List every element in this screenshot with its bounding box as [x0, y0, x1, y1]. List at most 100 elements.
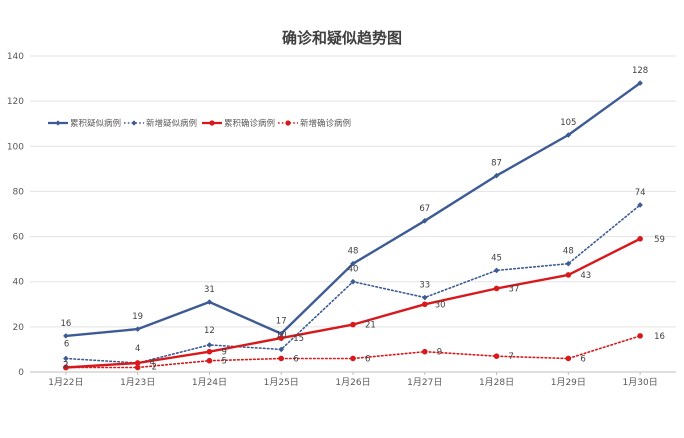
- y-tick-label: 100: [7, 142, 24, 152]
- data-label: 4: [135, 344, 140, 354]
- x-tick-label: 1月24日: [192, 377, 227, 388]
- data-point: [493, 172, 500, 179]
- x-tick-label: 1月26日: [335, 377, 370, 388]
- y-tick-label: 140: [7, 52, 24, 62]
- data-point: [493, 353, 500, 360]
- data-label: 6: [293, 354, 298, 364]
- series-line: [64, 237, 642, 369]
- data-point: [63, 333, 69, 339]
- data-label: 16: [654, 332, 665, 342]
- y-tick-label: 0: [18, 368, 24, 378]
- x-tick-label: 1月27日: [407, 377, 442, 388]
- data-label: 10: [276, 330, 287, 340]
- data-label: 6: [365, 354, 370, 364]
- data-point: [63, 364, 69, 371]
- data-label: 5: [221, 357, 226, 367]
- data-point: [421, 217, 428, 224]
- data-point: [493, 267, 500, 274]
- data-label: 9: [437, 348, 442, 358]
- data-label: 31: [204, 285, 215, 295]
- data-label: 105: [560, 118, 576, 128]
- data-point: [565, 272, 572, 278]
- data-label: 40: [348, 265, 359, 275]
- series-group: [63, 80, 643, 371]
- data-label: 43: [580, 271, 591, 281]
- data-label: 74: [635, 188, 646, 198]
- data-point: [565, 132, 572, 138]
- data-label: 9: [221, 348, 226, 358]
- data-point: [278, 355, 285, 362]
- data-point: [565, 355, 572, 362]
- data-label: 19: [132, 312, 143, 322]
- data-point: [350, 278, 356, 285]
- data-label: 6: [64, 339, 69, 349]
- y-tick-label: 60: [13, 233, 25, 243]
- data-point: [206, 348, 213, 355]
- data-point: [134, 326, 141, 332]
- data-label: 4: [150, 358, 155, 368]
- x-tick-label: 1月22日: [48, 377, 83, 388]
- data-point: [421, 348, 428, 355]
- data-label: 7: [509, 352, 514, 362]
- data-point: [637, 80, 643, 86]
- y-tick-label: 20: [13, 323, 25, 333]
- data-point: [421, 294, 428, 301]
- data-point: [206, 299, 213, 305]
- data-label: 33: [419, 281, 430, 291]
- data-point: [637, 202, 643, 208]
- data-point: [278, 330, 285, 337]
- y-tick-label: 120: [7, 97, 24, 107]
- legend-label: 累积疑似病例: [70, 118, 121, 129]
- data-label: 37: [509, 284, 520, 294]
- x-tick-label: 1月23日: [120, 377, 155, 388]
- data-point: [421, 301, 428, 308]
- data-label: 12: [204, 326, 215, 336]
- data-label: 15: [293, 334, 304, 344]
- data-label: 2: [63, 360, 68, 370]
- data-label: 30: [435, 300, 446, 310]
- x-tick-label: 1月28日: [479, 377, 514, 388]
- data-point: [637, 333, 643, 339]
- data-label: 87: [491, 159, 502, 169]
- x-tick-label: 1月25日: [264, 377, 299, 388]
- legend-label: 新增疑似病例: [146, 118, 197, 129]
- x-tick-label: 1月30日: [623, 377, 658, 388]
- legend-marker: [131, 120, 137, 126]
- data-point: [278, 335, 285, 341]
- y-axis-ticks: 0 20 40 60 80 100 120 140: [7, 52, 24, 378]
- data-label: 67: [419, 204, 430, 214]
- y-tick-label: 40: [13, 278, 25, 288]
- data-point: [278, 346, 285, 353]
- legend-marker: [285, 120, 291, 126]
- legend-marker: [55, 120, 61, 126]
- y-tick-label: 80: [13, 187, 25, 197]
- data-point: [134, 364, 141, 371]
- chart-title: 确诊和疑似趋势图: [282, 29, 402, 47]
- data-label: 48: [563, 247, 574, 257]
- data-label: 21: [365, 321, 376, 331]
- data-label: 6: [580, 354, 585, 364]
- data-label: 45: [491, 253, 502, 263]
- data-label: 59: [654, 235, 665, 245]
- data-label: 128: [632, 66, 648, 76]
- x-tick-label: 1月29日: [551, 377, 586, 388]
- data-label: 17: [276, 317, 287, 327]
- x-axis-ticks: 1月22日 1月23日 1月24日 1月25日 1月26日 1月27日 1月28日 1月29日…: [48, 372, 658, 388]
- legend-label: 新增确诊病例: [300, 118, 351, 129]
- data-point: [206, 342, 213, 348]
- data-label: 2: [152, 362, 157, 372]
- data-point: [206, 357, 213, 364]
- data-point: [63, 355, 69, 362]
- data-point: [134, 360, 141, 366]
- data-point: [350, 260, 356, 267]
- data-label: 16: [60, 319, 71, 329]
- legend-label: 累积确诊病例: [224, 118, 275, 129]
- data-point: [565, 260, 572, 267]
- data-point: [350, 355, 356, 362]
- data-point: [350, 321, 356, 328]
- data-label: 48: [348, 247, 359, 257]
- legend: 累积疑似病例 新增疑似病例 累积确诊病例 新增确诊病例: [48, 118, 351, 129]
